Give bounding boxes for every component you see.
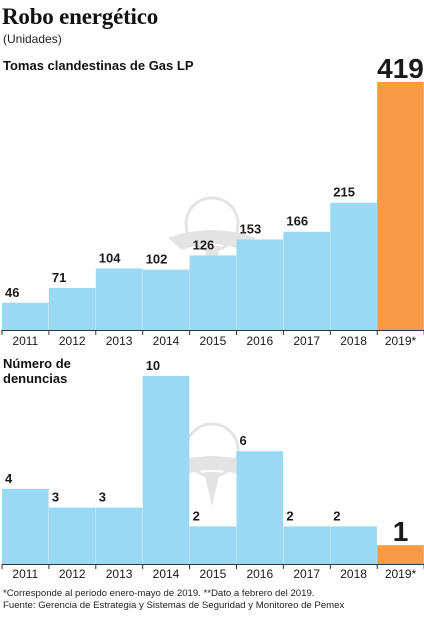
- value-label-tomas-2014: 102: [146, 252, 168, 267]
- bar-tomas-2015: [189, 255, 237, 330]
- tick-label-tomas-2019*: 2019*: [385, 334, 417, 348]
- value-label-denuncias-2016: 6: [240, 433, 247, 448]
- tick-label-tomas-2015: 2015: [200, 334, 227, 348]
- bar-tomas-2017: [283, 231, 330, 330]
- bar-denuncias-2015: [189, 526, 237, 564]
- tick-label-tomas-2011: 2011: [12, 334, 38, 348]
- tick-label-tomas-2012: 2012: [59, 334, 86, 348]
- tick-label-denuncias-2012: 2012: [59, 567, 86, 581]
- bar-denuncias-2016: [236, 451, 284, 564]
- tick-label-tomas-2018: 2018: [340, 334, 367, 348]
- value-label-tomas-2018: 215: [333, 185, 355, 200]
- tick-label-tomas-2016: 2016: [246, 334, 273, 348]
- bar-denuncias-2017: [283, 526, 330, 564]
- bar-denuncias-2014: [142, 376, 190, 564]
- panel-title-denuncias-text: Número de denuncias: [3, 356, 71, 386]
- value-label-denuncias-2017: 2: [286, 508, 293, 523]
- bar-denuncias-2012: [48, 507, 96, 564]
- tick-label-tomas-2017: 2017: [293, 334, 320, 348]
- value-label-denuncias-2018: 2: [333, 508, 340, 523]
- value-label-denuncias-2019*: 1: [393, 516, 409, 547]
- watermark-logo-bottom-wings: [168, 456, 256, 476]
- bar-tomas-2013: [95, 268, 143, 330]
- panel-title-denuncias: Número de denuncias: [3, 356, 95, 386]
- chart-title: Robo energético: [2, 4, 159, 29]
- bar-denuncias-2013: [95, 507, 143, 564]
- footnote-period: *Corresponde al periodo enero-mayo de 20…: [3, 588, 315, 599]
- value-label-tomas-2017: 166: [286, 214, 308, 229]
- value-label-denuncias-2014: 10: [146, 358, 160, 373]
- bar-denuncias-2011: [2, 488, 49, 564]
- watermark-logo-top-wings: [168, 230, 256, 250]
- bar-denuncias-2019*: [377, 545, 424, 564]
- value-label-tomas-2012: 71: [52, 270, 66, 285]
- value-label-tomas-2013: 104: [99, 250, 121, 265]
- value-label-tomas-2019*: 419: [377, 53, 424, 84]
- tick-label-denuncias-2017: 2017: [293, 567, 320, 581]
- tick-label-denuncias-2019*: 2019*: [385, 567, 417, 581]
- value-label-denuncias-2013: 3: [99, 490, 106, 505]
- value-label-tomas-2016: 153: [240, 221, 262, 236]
- bar-tomas-2011: [2, 302, 49, 330]
- tick-label-tomas-2013: 2013: [106, 334, 133, 348]
- tick-label-denuncias-2011: 2011: [12, 567, 38, 581]
- tick-label-tomas-2014: 2014: [153, 334, 180, 348]
- chart-subtitle: (Unidades): [3, 32, 62, 46]
- bar-tomas-2018: [330, 202, 377, 330]
- tick-label-denuncias-2014: 2014: [153, 567, 180, 581]
- bar-tomas-2014: [142, 269, 190, 330]
- tick-label-denuncias-2016: 2016: [246, 567, 273, 581]
- value-label-denuncias-2011: 4: [5, 471, 13, 486]
- tick-label-denuncias-2018: 2018: [340, 567, 367, 581]
- value-label-denuncias-2012: 3: [52, 490, 59, 505]
- value-label-tomas-2015: 126: [193, 237, 215, 252]
- bar-tomas-2012: [48, 287, 96, 330]
- tick-label-denuncias-2013: 2013: [106, 567, 133, 581]
- watermark-logo-bottom-tail: [204, 472, 220, 506]
- tick-label-denuncias-2015: 2015: [200, 567, 227, 581]
- bar-tomas-2016: [236, 239, 284, 330]
- value-label-tomas-2011: 46: [5, 285, 19, 300]
- value-label-denuncias-2015: 2: [193, 508, 200, 523]
- bar-tomas-2019*: [377, 82, 424, 330]
- footnote-source: Fuente: Gerencia de Estrategia y Sistema…: [3, 600, 345, 611]
- bar-denuncias-2018: [330, 526, 377, 564]
- panel-title-tomas: Tomas clandestinas de Gas LP: [3, 58, 194, 73]
